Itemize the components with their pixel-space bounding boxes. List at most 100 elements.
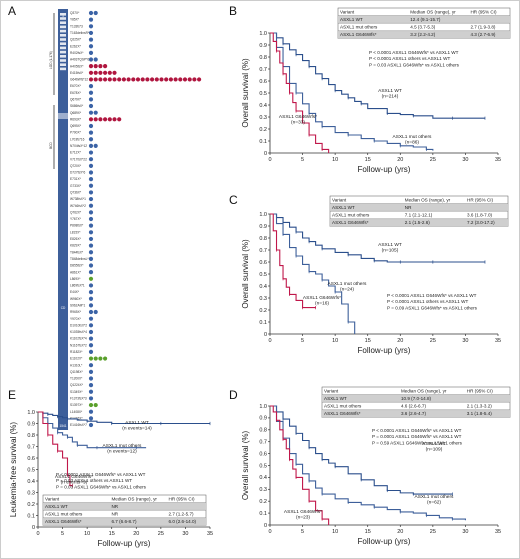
mutation-label: P700X*	[70, 131, 82, 135]
y-tick-label: 0.4	[259, 284, 267, 290]
mutation-label: W738fsX*1	[70, 197, 86, 201]
mutation-dot	[93, 143, 98, 149]
mutation-label: T844fsX*	[70, 250, 84, 254]
mutation-label: F1373fsX*3	[70, 397, 87, 401]
mutation-label: S686fsX*	[70, 104, 84, 108]
survival-curve	[270, 32, 330, 153]
table-cell: 3.1 (1.8-5.4)	[467, 411, 492, 416]
mutation-dot	[107, 117, 112, 122]
survival-curve	[38, 411, 147, 449]
table-cell: ASXL1 mut others	[332, 213, 370, 218]
mutation-label: Q1224X*	[70, 383, 84, 387]
mutation-label: W960X*	[70, 297, 82, 301]
mutation-dot	[88, 150, 94, 155]
mutation-dot	[173, 77, 178, 82]
mutation-dot	[88, 210, 94, 215]
series-n-label: (n=33)	[291, 120, 305, 126]
mutation-dot	[88, 316, 94, 321]
table-header-cell: HR (95% CI)	[470, 10, 497, 15]
series-label: ASXL1 G646Wfs*	[55, 474, 93, 480]
mutation-dot	[103, 117, 108, 122]
y-tick-label: 1.0	[259, 212, 267, 218]
mutation-dot	[112, 70, 117, 75]
y-tick-label: 0.2	[259, 308, 267, 314]
mutation-label: R693X*	[70, 117, 82, 121]
mutation-dot	[93, 77, 98, 82]
mutation-dot	[93, 356, 98, 361]
mutation-dot	[98, 356, 103, 361]
table-header-cell: Median OS (range), yr	[401, 389, 447, 394]
mutation-dot	[88, 402, 94, 408]
p-value-line: P < 0.0001 ASXL1 others vs ASXL1 WT	[387, 299, 468, 304]
panel-label-a: A	[8, 4, 16, 18]
survival-curve	[270, 405, 330, 525]
panel-label-e: E	[8, 388, 16, 402]
mutation-dot	[98, 117, 103, 122]
mutation-dot	[88, 117, 94, 122]
y-tick-label: 0.1	[259, 139, 267, 145]
mutation-dot	[88, 296, 94, 301]
mutation-label: L869X*	[70, 277, 81, 281]
table-header-cell: Median OS (range), yr	[111, 497, 157, 502]
mutation-dot	[88, 363, 94, 368]
table-cell: ASXL1 WT	[45, 504, 68, 509]
y-tick-label: 0.3	[259, 115, 267, 121]
series-n-label: (n=24)	[340, 287, 354, 293]
table-cell: NR	[405, 205, 412, 210]
mutation-dot	[98, 70, 103, 75]
domain-stripe	[60, 42, 66, 45]
mutation-dot	[154, 77, 159, 82]
x-tick-label: 15	[109, 531, 115, 537]
mutation-label: P808fsX*	[70, 224, 84, 228]
mutation-label: A861X*	[70, 270, 82, 274]
mutation-dot	[88, 83, 94, 89]
y-tick-label: 0.1	[259, 320, 267, 326]
mutation-dot	[88, 130, 94, 135]
mutation-dot	[88, 369, 94, 374]
x-tick-label: 25	[430, 529, 436, 535]
mutation-label: Y85X*	[70, 18, 80, 22]
y-tick-label: 0.8	[259, 428, 267, 434]
domain-separator	[58, 113, 68, 119]
table-cell: 6.0 (2.6-14.0)	[169, 519, 197, 524]
mutation-dot	[93, 117, 98, 122]
y-tick-label: 0.5	[27, 467, 35, 473]
table-row-shade	[338, 30, 510, 39]
table-cell: 4.5 (3.7-5.3)	[410, 25, 435, 30]
panel-e-chart: 0 0.1 0.2 0.3 0.4 0.5 0.6 0.7 0.8 0.9 1.0 0 5 10 15 20 2…	[9, 410, 213, 548]
table-row-shade	[322, 409, 510, 418]
x-tick-label: 10	[332, 157, 338, 163]
survival-curve	[270, 32, 485, 119]
table-header-cell: HR (95% CI)	[169, 497, 196, 502]
x-tick-label: 0	[268, 529, 271, 535]
x-tick-label: 5	[301, 338, 304, 344]
domain-stripe	[60, 38, 66, 41]
mutation-label: L869fsX*1	[70, 284, 85, 288]
y-tick-label: 0.5	[259, 272, 267, 278]
mutation-label: H405fsX*	[70, 64, 84, 68]
mutation-dot	[88, 243, 94, 248]
x-tick-label: 35	[207, 531, 213, 537]
mutation-label: Q225X*	[70, 38, 82, 42]
mutation-dot	[93, 402, 98, 408]
mutation-dot	[197, 77, 202, 82]
mutation-label: E1416fsX*7	[70, 423, 87, 427]
y-tick-label: 0.9	[259, 416, 267, 422]
x-tick-label: 0	[268, 338, 271, 344]
y-tick-label: 0	[32, 525, 35, 531]
survival-curve	[38, 411, 73, 487]
mutation-label: D1010fsX*2	[70, 323, 87, 327]
panel-b-chart: 0 0.1 0.2 0.3 0.4 0.5 0.6 0.7 0.8 0.9 1.0 0 5 10 15 20 2…	[241, 7, 511, 174]
mutation-label: E826X*	[70, 237, 82, 241]
p-value-line: P < 0.0001 ASXL1 G646Wfs* vs ASXL1 WT	[372, 428, 462, 433]
mutation-dot	[192, 77, 197, 82]
mutation-dot	[88, 223, 94, 228]
mutation-label: L1408X*	[70, 410, 83, 414]
y-tick-label: 0.8	[259, 236, 267, 242]
series-n-label: (n=16)	[315, 301, 329, 307]
y-tick-label: 1.0	[259, 31, 267, 37]
mutation-dot	[88, 409, 94, 414]
mutation-label: S1397X*	[70, 403, 83, 407]
domain-stripe	[60, 25, 66, 29]
mutation-dot	[88, 230, 94, 235]
